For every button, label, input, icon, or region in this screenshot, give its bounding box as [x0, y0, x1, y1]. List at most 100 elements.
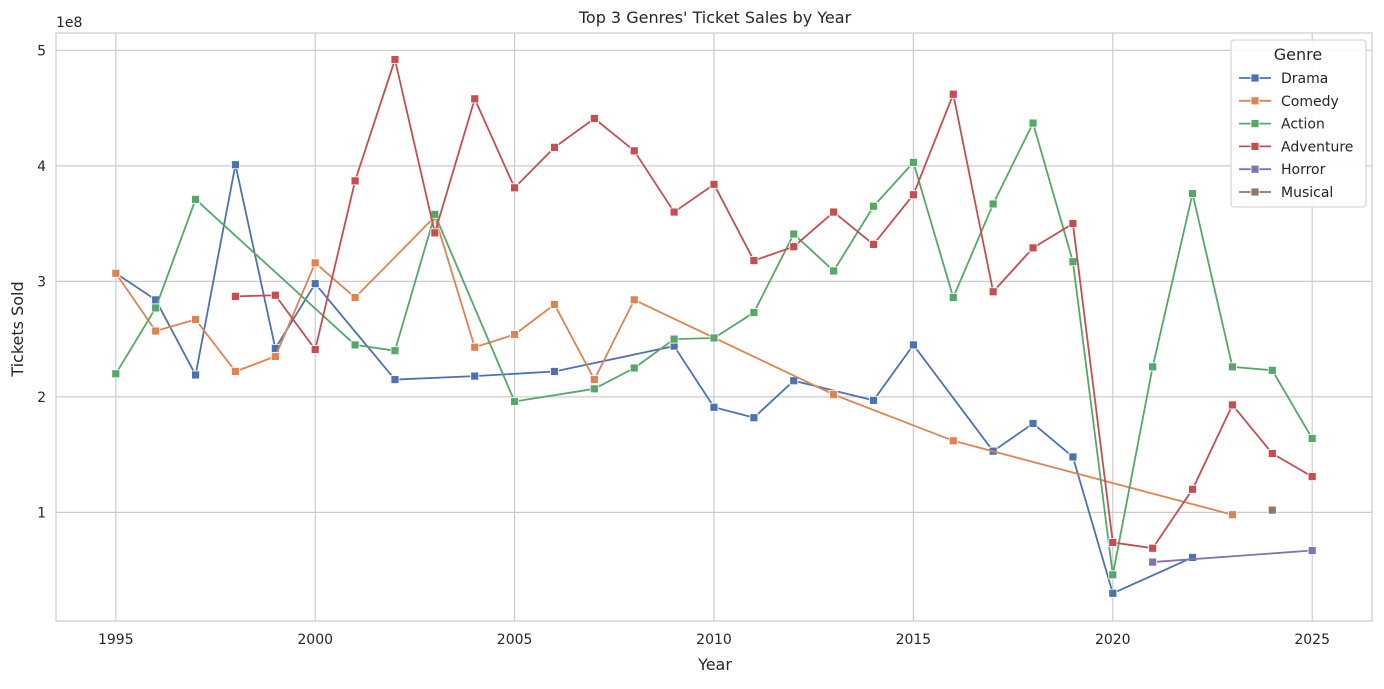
- data-point-marker: [709, 333, 719, 343]
- data-point-marker: [1148, 557, 1158, 567]
- data-point-marker: [749, 308, 759, 317]
- data-point-marker: [510, 183, 520, 193]
- data-point-marker: [1267, 449, 1277, 458]
- legend-marker-swatch: [1250, 164, 1260, 174]
- y-axis-offset-label: 1e8: [56, 15, 82, 31]
- data-point-marker: [1068, 219, 1078, 229]
- data-point-marker: [1108, 538, 1118, 547]
- data-point-marker: [1267, 505, 1277, 515]
- legend-label: Horror: [1281, 162, 1326, 178]
- legend: Genre Drama Comedy Action Adventure Horror Mu…: [1230, 39, 1367, 208]
- legend-marker-swatch: [1250, 187, 1260, 197]
- series-line: [1152, 549, 1313, 563]
- x-tick-label: 1995: [98, 632, 134, 648]
- legend-items: Drama Comedy Action Adventure Horror Musical: [1239, 71, 1353, 201]
- data-point-marker: [908, 340, 918, 350]
- data-point-marker: [310, 345, 320, 354]
- data-point-marker: [550, 367, 559, 376]
- x-tick-label: 2005: [497, 632, 533, 648]
- data-point-marker: [151, 326, 161, 336]
- series-line: [115, 215, 1233, 516]
- legend-label: Comedy: [1281, 94, 1339, 110]
- data-point-marker: [908, 157, 918, 167]
- y-tick-label: 4: [37, 159, 46, 175]
- data-point-marker: [470, 94, 480, 104]
- data-point-marker: [151, 303, 161, 313]
- data-point-marker: [629, 146, 639, 156]
- data-point-marker: [829, 207, 839, 217]
- series-musical: [1267, 505, 1277, 515]
- data-point-marker: [1267, 365, 1277, 375]
- data-point-marker: [1148, 543, 1158, 553]
- legend-item-horror: Horror: [1239, 162, 1326, 178]
- data-point-marker: [1228, 362, 1237, 372]
- data-point-marker: [231, 367, 240, 376]
- x-tick-label: 2000: [297, 632, 333, 648]
- data-point-marker: [669, 334, 679, 344]
- data-point-marker: [550, 142, 559, 152]
- legend-marker-swatch: [1250, 96, 1260, 106]
- data-point-marker: [869, 240, 878, 249]
- series-adventure: [231, 55, 1317, 553]
- data-point-marker: [1228, 510, 1237, 520]
- data-point-marker: [390, 346, 400, 356]
- legend-label: Adventure: [1281, 139, 1353, 155]
- y-tick-label: 5: [37, 43, 46, 59]
- data-point-marker: [1028, 243, 1038, 253]
- data-point-marker: [948, 293, 958, 302]
- data-point-marker: [470, 371, 480, 381]
- data-point-marker: [589, 375, 599, 384]
- grid-lines: [56, 33, 1372, 621]
- legend-label: Musical: [1281, 185, 1333, 201]
- series-line: [235, 58, 1313, 550]
- data-point-marker: [270, 352, 280, 361]
- data-point-marker: [1108, 588, 1118, 598]
- data-point-marker: [111, 369, 121, 379]
- data-point-marker: [191, 194, 200, 204]
- legend-item-action: Action: [1239, 117, 1325, 133]
- x-tick-label: 2010: [696, 632, 732, 648]
- data-point-marker: [510, 330, 520, 339]
- series-horror: [1148, 546, 1317, 567]
- tick-labels: 1995 2000 2005 2010 2015 2020 2025 1 2 3 4 5: [37, 43, 1330, 648]
- legend-title: Genre: [1274, 45, 1322, 64]
- data-point-marker: [1108, 570, 1118, 580]
- data-point-marker: [789, 376, 799, 386]
- y-tick-label: 3: [37, 274, 46, 290]
- data-point-marker: [430, 228, 440, 238]
- data-point-marker: [749, 413, 759, 423]
- data-point-marker: [749, 256, 759, 265]
- data-point-marker: [589, 384, 599, 394]
- data-point-marker: [988, 199, 998, 209]
- y-axis-label: Tickets Sold: [8, 281, 27, 377]
- data-point-marker: [1068, 257, 1078, 267]
- data-point-marker: [829, 390, 839, 399]
- data-point-marker: [869, 201, 878, 211]
- data-point-marker: [1188, 553, 1197, 562]
- data-point-marker: [350, 176, 360, 186]
- data-point-marker: [1228, 400, 1237, 410]
- data-point-marker: [789, 242, 799, 252]
- data-point-marker: [231, 291, 240, 301]
- data-point-marker: [1028, 419, 1038, 428]
- data-point-marker: [1028, 118, 1038, 128]
- y-tick-label: 2: [37, 390, 46, 406]
- legend-item-adventure: Adventure: [1239, 139, 1353, 155]
- x-axis-label: Year: [697, 655, 732, 674]
- data-point-marker: [869, 395, 878, 405]
- data-point-marker: [310, 258, 320, 268]
- data-point-marker: [988, 287, 998, 297]
- data-point-marker: [350, 340, 360, 350]
- data-point-marker: [1307, 434, 1317, 443]
- data-point-marker: [629, 295, 639, 305]
- series-line: [115, 163, 1193, 595]
- data-point-marker: [948, 436, 958, 446]
- legend-item-drama: Drama: [1239, 71, 1328, 87]
- plot-frame: [55, 32, 1373, 622]
- data-point-marker: [1148, 362, 1158, 372]
- data-point-marker: [1188, 189, 1197, 198]
- series-drama: [111, 160, 1197, 598]
